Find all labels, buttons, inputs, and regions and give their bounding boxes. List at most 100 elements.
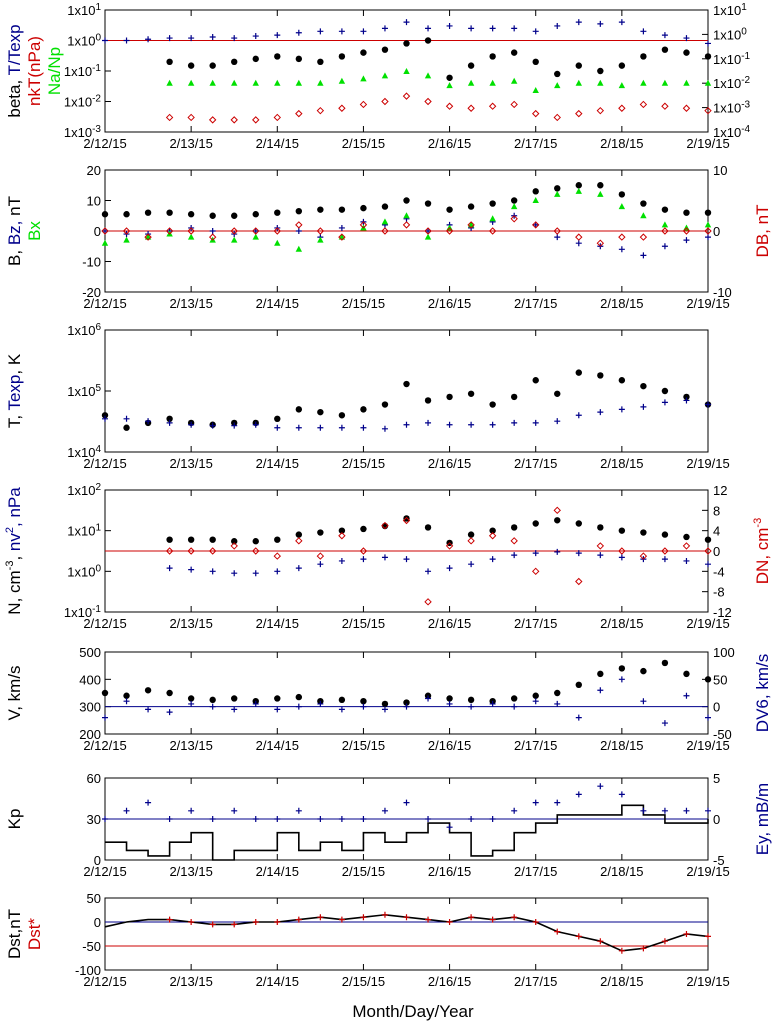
data-point [209, 62, 216, 69]
data-point [446, 206, 453, 213]
left-axis-label-2-part-0: Dst* [25, 918, 44, 951]
data-point [575, 182, 582, 189]
data-point [166, 565, 173, 572]
data-point [661, 547, 669, 555]
x-tick-label: 2/13/15 [169, 136, 212, 151]
data-point [381, 97, 389, 106]
data-point [661, 243, 668, 250]
data-point [532, 87, 539, 94]
data-point [381, 203, 389, 210]
y-tick-label: 60 [87, 771, 101, 786]
data-point [102, 714, 108, 721]
data-point [489, 53, 496, 60]
data-point [704, 227, 712, 235]
data-point [597, 79, 604, 86]
x-tick-label: 2/17/15 [514, 296, 557, 311]
right-tick-label: -8 [713, 585, 725, 600]
data-point [640, 382, 647, 390]
data-point [554, 234, 561, 241]
data-point [338, 206, 346, 213]
x-tick-label: 2/13/15 [169, 738, 212, 753]
data-point [446, 700, 453, 707]
y-tick-label-base: 1x10 [67, 564, 95, 579]
data-point [640, 403, 647, 410]
data-point [705, 807, 711, 814]
data-point [532, 567, 540, 576]
data-point [166, 689, 173, 697]
data-point [511, 552, 518, 559]
data-point [489, 700, 496, 707]
y-tick-label: -20 [82, 285, 101, 300]
x-tick-label: 2/19/15 [686, 738, 729, 753]
right-tick-label: 100 [713, 645, 735, 660]
data-point [554, 700, 561, 707]
series-black [166, 37, 712, 81]
data-point [208, 116, 217, 124]
data-point [209, 79, 216, 86]
data-point [488, 102, 497, 110]
right-tick-label: -10 [713, 285, 732, 300]
data-point [273, 227, 281, 235]
y-tick-label-base: 1x10 [67, 445, 95, 460]
data-point [295, 703, 302, 710]
data-point [705, 401, 711, 408]
data-point [489, 25, 496, 32]
y-tick-label: 0 [94, 853, 101, 868]
data-point [425, 419, 432, 426]
data-point [338, 916, 345, 923]
series-red [166, 911, 711, 954]
data-point [187, 113, 195, 122]
data-point [639, 233, 648, 241]
x-tick-label: 2/12/15 [83, 296, 126, 311]
left-axis-label-part-2: , K [5, 353, 24, 374]
data-point [532, 698, 539, 705]
y-tick-label: 1x106 [67, 322, 101, 338]
y-tick-label: 1x10-1 [64, 604, 102, 620]
data-point [144, 687, 152, 694]
y-tick-label: 0 [94, 915, 101, 930]
data-point [403, 197, 410, 204]
left-axis-label: T, Texp, K [5, 353, 24, 428]
data-point [338, 412, 346, 419]
data-point [360, 914, 367, 921]
x-tick-label: 2/14/15 [256, 296, 299, 311]
data-point [489, 421, 496, 428]
data-point [661, 46, 669, 53]
x-tick-label: 2/16/15 [428, 296, 471, 311]
right-tick-label-exp: -3 [741, 100, 750, 111]
panel-dst: 2/12/15 2/13/15 2/14/15 2/15/15 2/16/15 2/17/… [5, 891, 730, 989]
data-point [187, 79, 195, 86]
data-point [425, 25, 432, 32]
x-tick-label: 2/17/15 [514, 616, 557, 631]
data-point [402, 92, 411, 100]
data-point [122, 227, 131, 235]
data-point [145, 418, 152, 425]
x-axis-label: Month/Day/Year [352, 1002, 474, 1021]
x-tick-label: 2/17/15 [514, 974, 557, 989]
data-point [554, 82, 561, 89]
series-blue [102, 19, 711, 47]
right-tick-label: 1x100 [713, 26, 747, 42]
data-point [360, 424, 367, 431]
data-point [166, 35, 173, 42]
data-point [101, 689, 109, 697]
right-tick-label: 10 [713, 163, 727, 178]
data-point [252, 816, 259, 822]
data-point [403, 421, 410, 428]
data-point [381, 227, 389, 235]
data-point [554, 190, 561, 197]
data-point [381, 521, 389, 530]
left-axis-label-part-0: T, [5, 411, 24, 429]
x-tick-label: 2/18/15 [600, 864, 643, 879]
data-point [489, 816, 496, 822]
x-tick-label: 2/15/15 [342, 974, 385, 989]
data-point [554, 418, 561, 425]
data-point [554, 689, 561, 697]
data-point [705, 933, 711, 940]
data-point [640, 945, 647, 952]
data-point [252, 228, 259, 234]
left-axis-label-part-5: , nPa [5, 487, 24, 527]
series-black [105, 804, 709, 861]
panel-density: 2/12/15 2/13/15 2/14/15 2/15/15 2/16/15 2/17/… [4, 482, 772, 631]
x-tick-label: 2/13/15 [169, 456, 212, 471]
